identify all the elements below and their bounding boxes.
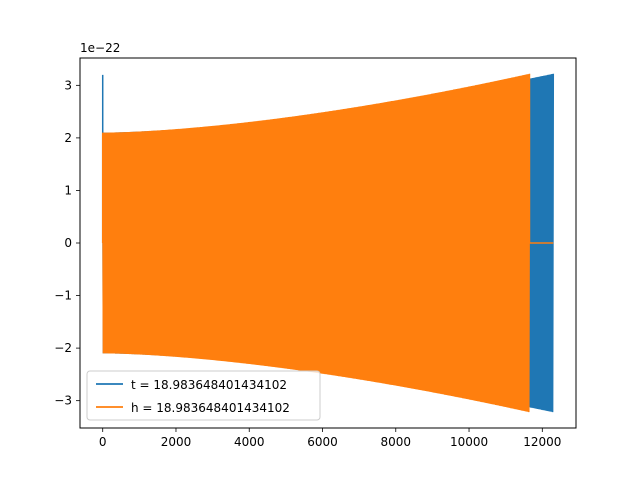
series-layer (101, 73, 555, 413)
y-tick-label: 1 (64, 183, 72, 197)
x-tick-label: 12000 (523, 435, 561, 449)
y-axis: −3 −2 −1 0 1 2 3 (54, 78, 80, 408)
y-tick-label: −3 (54, 394, 72, 408)
x-tick-label: 2000 (161, 435, 192, 449)
x-tick-label: 10000 (450, 435, 488, 449)
x-tick-label: 6000 (307, 435, 338, 449)
legend-frame (86, 370, 321, 421)
legend-label-h: h = 18.983648401434102 (131, 401, 290, 415)
x-tick-label: 8000 (380, 435, 411, 449)
y-tick-label: 0 (64, 236, 72, 250)
x-tick-label: 0 (99, 435, 107, 449)
y-offset-text: 1e−22 (80, 41, 120, 55)
y-tick-label: 2 (64, 131, 72, 145)
x-tick-label: 4000 (234, 435, 265, 449)
series-line-h (101, 73, 554, 413)
legend: t = 18.983648401434102 h = 18.9836484014… (86, 370, 321, 421)
y-tick-label: −2 (54, 341, 72, 355)
y-tick-label: 3 (64, 78, 72, 92)
y-tick-label: −1 (54, 289, 72, 303)
x-axis: 0 2000 4000 6000 8000 10000 12000 (99, 428, 561, 449)
plot-area (101, 73, 555, 413)
legend-label-t: t = 18.983648401434102 (131, 378, 287, 392)
